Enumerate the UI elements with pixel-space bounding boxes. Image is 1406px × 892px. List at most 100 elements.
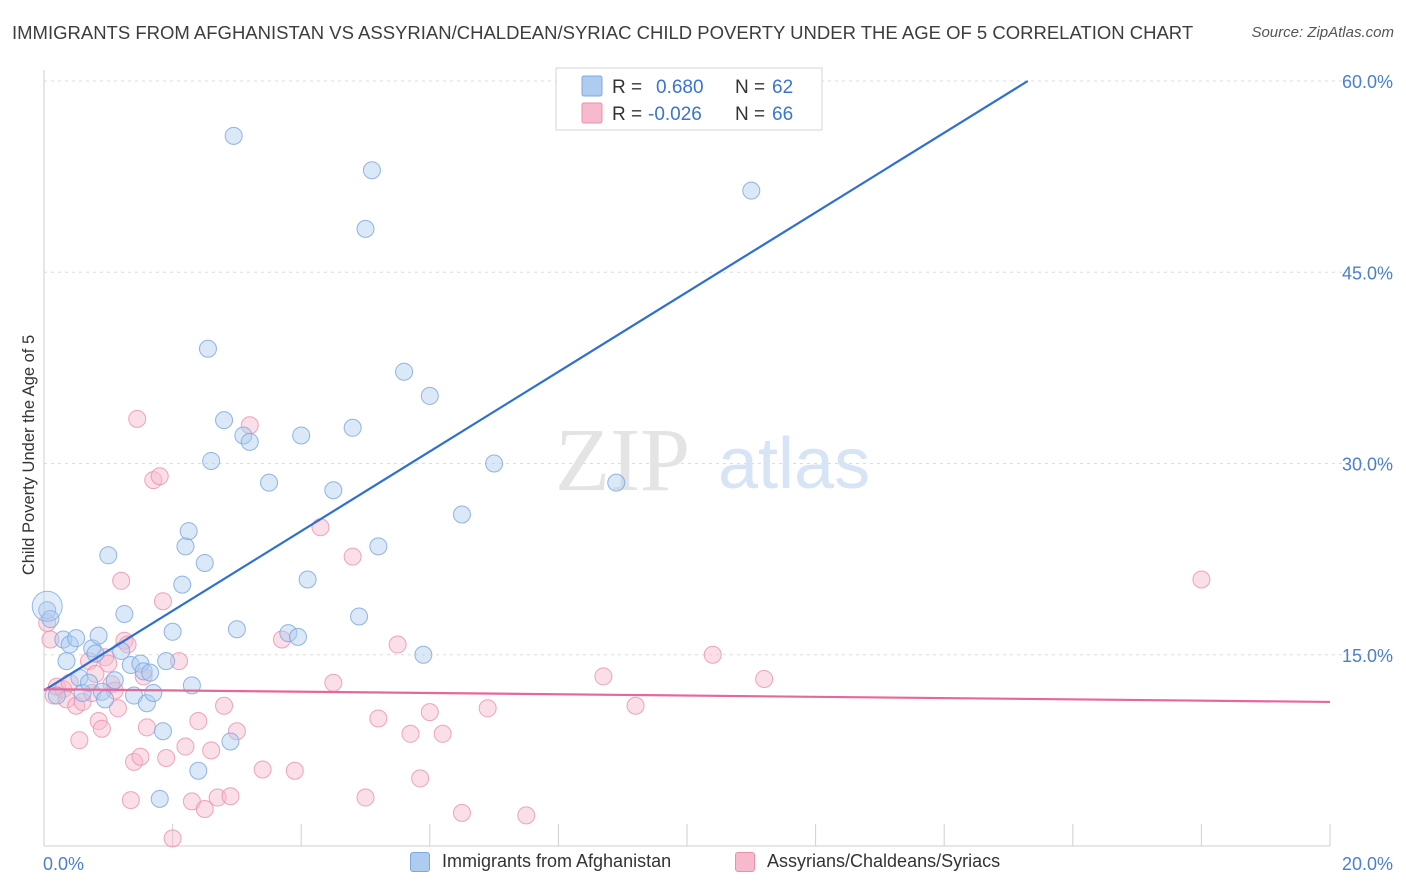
data-point-assyrians [517, 806, 536, 825]
data-point-afghanistan [260, 473, 279, 492]
legend-r-value-1: 0.680 [656, 77, 704, 98]
source-credit: Source: ZipAtlas.com [1251, 24, 1394, 41]
data-point-afghanistan [202, 451, 221, 470]
data-point-afghanistan [234, 426, 253, 445]
data-point-assyrians [202, 741, 221, 760]
data-point-assyrians [253, 760, 272, 779]
data-point-afghanistan [215, 411, 234, 430]
legend-item-afghanistan: Immigrants from Afghanistan [410, 851, 671, 872]
data-point-afghanistan [80, 673, 99, 692]
data-point-assyrians [369, 709, 388, 728]
data-point-assyrians [311, 518, 330, 537]
data-point-afghanistan [356, 219, 375, 238]
data-point-afghanistan [298, 570, 317, 589]
x-tick-labels: 0.0% 20.0% [43, 854, 1393, 874]
data-point-afghanistan [144, 684, 163, 702]
data-point-assyrians [189, 712, 208, 731]
data-point-assyrians [208, 788, 227, 807]
data-point-afghanistan [105, 671, 124, 690]
data-point-afghanistan [362, 161, 381, 180]
data-point-assyrians [195, 800, 214, 819]
axes [43, 70, 1331, 847]
legend-r-label-1: R = [612, 77, 642, 98]
data-point-assyrians [108, 699, 127, 718]
data-point-afghanistan [240, 432, 259, 451]
watermark-atlas: atlas [718, 424, 870, 504]
data-point-assyrians [433, 724, 452, 743]
data-point-assyrians [121, 791, 140, 810]
data-point-afghanistan [67, 629, 86, 648]
trend-line-assyrians [43, 688, 1331, 704]
data-point-afghanistan [343, 418, 362, 437]
legend-n-value-2: 66 [772, 104, 793, 125]
legend-swatch-assyrians [735, 851, 755, 872]
data-point-assyrians [324, 673, 343, 692]
data-point-assyrians [163, 829, 182, 848]
data-point-afghanistan [41, 610, 60, 629]
data-point-afghanistan [115, 604, 134, 623]
data-point-assyrians [157, 749, 176, 768]
data-point-afghanistan [189, 761, 208, 780]
data-point-afghanistan [221, 732, 240, 751]
data-point-assyrians [401, 724, 420, 743]
data-point-afghanistan [198, 339, 217, 358]
y-tick-label: 15.0% [1342, 646, 1393, 666]
data-point-afghanistan [173, 575, 192, 594]
data-point-assyrians [285, 761, 304, 780]
data-point-afghanistan [57, 652, 76, 671]
data-point-afghanistan [369, 537, 388, 556]
data-point-afghanistan [224, 126, 243, 145]
bottom-legend: Immigrants from Afghanistan Assyrians/Ch… [0, 851, 1406, 879]
data-point-afghanistan [89, 626, 108, 645]
legend-swatch-afghanistan [410, 851, 430, 872]
data-point-assyrians [153, 592, 172, 611]
data-point-afghanistan [157, 652, 176, 671]
data-point-assyrians [150, 467, 169, 486]
data-point-assyrians [343, 547, 362, 566]
trend-lines [43, 80, 1331, 704]
data-point-afghanistan [153, 722, 172, 741]
data-point-afghanistan [137, 694, 156, 713]
series-assyrians-points [38, 409, 1211, 848]
data-point-assyrians [594, 667, 613, 686]
data-point-assyrians [272, 630, 291, 649]
data-point-assyrians [70, 731, 89, 750]
data-point-assyrians [221, 787, 240, 806]
data-point-assyrians [755, 669, 774, 688]
data-point-afghanistan [292, 426, 311, 445]
data-point-afghanistan [96, 690, 115, 709]
data-point-afghanistan [414, 645, 433, 664]
legend-swatch-pink [581, 102, 603, 124]
data-point-afghanistan-large [31, 590, 63, 622]
y-tick-label: 60.0% [1342, 72, 1393, 92]
data-point-assyrians [703, 645, 722, 664]
legend-label-assyrians: Assyrians/Chaldeans/Syriacs [767, 851, 1001, 871]
data-point-afghanistan [452, 505, 471, 524]
data-point-assyrians [170, 652, 189, 671]
data-point-assyrians [128, 409, 147, 428]
data-point-afghanistan [395, 362, 414, 381]
data-point-afghanistan [163, 622, 182, 641]
data-point-assyrians [452, 803, 471, 822]
data-point-afghanistan [60, 635, 79, 654]
data-point-assyrians [1192, 570, 1211, 589]
data-point-assyrians [420, 703, 439, 722]
watermark-zip: ZIP [555, 411, 690, 510]
legend-item-assyrians: Assyrians/Chaldeans/Syriacs [735, 851, 1000, 872]
legend-r-value-2: -0.026 [648, 104, 702, 125]
legend-label-afghanistan: Immigrants from Afghanistan [442, 851, 672, 871]
data-point-afghanistan [141, 663, 160, 682]
data-point-assyrians [137, 718, 156, 737]
data-point-afghanistan [420, 386, 439, 405]
data-point-afghanistan [134, 662, 153, 681]
data-point-afghanistan [195, 553, 214, 572]
x-tick-label-min: 0.0% [43, 854, 84, 874]
data-point-afghanistan [179, 522, 198, 541]
data-point-assyrians [626, 696, 645, 715]
y-tick-label: 45.0% [1342, 263, 1393, 283]
data-point-assyrians [176, 737, 195, 756]
grid-lines [44, 80, 1392, 656]
data-point-afghanistan [99, 546, 118, 565]
series-afghanistan-points [31, 126, 761, 808]
